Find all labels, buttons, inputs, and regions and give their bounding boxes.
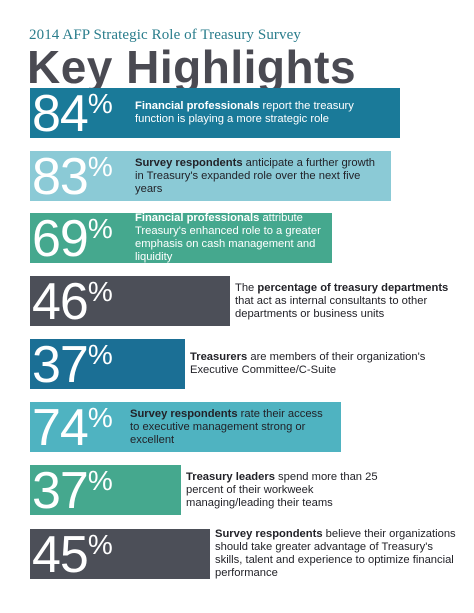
stat-emphasis: percentage of treasury departments <box>257 281 449 294</box>
percent-symbol: % <box>87 276 113 307</box>
stat-description: Treasury leaders spend more than 25 perc… <box>186 465 386 515</box>
stat-percentage: 84% <box>32 88 113 140</box>
stat-text: that act as internal consultants to othe… <box>235 294 428 320</box>
percent-symbol: % <box>87 529 113 560</box>
stat-value: 37 <box>32 462 89 520</box>
stat-row: 37% Treasurers are members of their orga… <box>30 339 450 391</box>
stat-bar <box>30 276 230 326</box>
stat-emphasis: Treasurers <box>190 351 248 363</box>
stat-prefix: The <box>235 281 258 294</box>
stat-bar <box>30 402 341 452</box>
survey-subtitle: 2014 AFP Strategic Role of Treasury Surv… <box>29 27 301 43</box>
stat-percentage: 46% <box>32 276 113 328</box>
stat-bar <box>30 529 210 579</box>
stat-bar <box>30 213 332 263</box>
stat-row: 74% Survey respondents rate their access… <box>30 402 341 454</box>
stat-emphasis: Financial professionals <box>135 212 260 224</box>
stat-row: 84% Financial professionals report the t… <box>30 88 400 140</box>
stat-emphasis: Survey respondents <box>215 528 323 540</box>
stat-description: Treasurers are members of their organiza… <box>190 339 440 389</box>
percent-symbol: % <box>87 213 113 244</box>
stat-percentage: 69% <box>32 213 113 265</box>
stat-text: report the treasury function is playing … <box>135 100 354 125</box>
stat-bar <box>30 151 391 201</box>
percent-symbol: % <box>87 402 113 433</box>
stat-text: are members of their organization's Exec… <box>190 351 426 376</box>
stat-text: spend more than 25 percent of their work… <box>186 470 378 509</box>
stat-value: 69 <box>32 210 89 268</box>
stat-row: 37% Treasury leaders spend more than 25 … <box>30 465 430 517</box>
stat-emphasis: Treasury leaders <box>186 470 275 483</box>
stat-emphasis: Financial professionals <box>135 100 260 112</box>
stat-description: The percentage of treasury departments t… <box>235 276 450 326</box>
stat-bar <box>30 465 181 515</box>
stat-bar <box>30 339 185 389</box>
stat-description: Survey respondents rate their access to … <box>130 402 335 452</box>
stat-text: rate their access to executive managemen… <box>130 407 323 446</box>
stat-value: 84 <box>32 85 89 143</box>
stat-row: 83% Survey respondents anticipate a furt… <box>30 151 391 203</box>
stat-value: 37 <box>32 336 89 394</box>
stat-percentage: 37% <box>32 339 113 391</box>
stat-value: 83 <box>32 148 89 206</box>
stat-percentage: 83% <box>32 151 113 203</box>
stat-percentage: 37% <box>32 465 113 517</box>
page-title: Key Highlights <box>27 41 357 93</box>
stat-row: 46% The percentage of treasury departmen… <box>30 276 450 328</box>
stat-description: Survey respondents believe their organiz… <box>215 528 460 579</box>
stat-bar <box>30 88 400 138</box>
stat-value: 46 <box>32 273 89 331</box>
stat-description: Financial professionals attribute Treasu… <box>135 212 330 263</box>
stat-row: 69% Financial professionals attribute Tr… <box>30 212 332 265</box>
stat-description: Survey respondents anticipate a further … <box>135 151 385 201</box>
stat-emphasis: Survey respondents <box>135 156 243 169</box>
stat-description: Financial professionals report the treas… <box>135 88 395 138</box>
percent-symbol: % <box>87 339 113 370</box>
stat-text: attribute Treasury's enhanced role to a … <box>135 212 321 263</box>
stat-text: anticipate a further growth in Treasury'… <box>135 156 376 195</box>
percent-symbol: % <box>87 88 113 119</box>
stat-percentage: 45% <box>32 529 113 581</box>
stat-text: believe their organizations should take … <box>215 528 456 579</box>
percent-symbol: % <box>87 151 113 182</box>
stat-percentage: 74% <box>32 402 113 454</box>
stat-emphasis: Survey respondents <box>130 407 238 420</box>
stat-row: 45% Survey respondents believe their org… <box>30 528 460 581</box>
stat-value: 45 <box>32 526 89 584</box>
stat-value: 74 <box>32 399 89 457</box>
percent-symbol: % <box>87 465 113 496</box>
